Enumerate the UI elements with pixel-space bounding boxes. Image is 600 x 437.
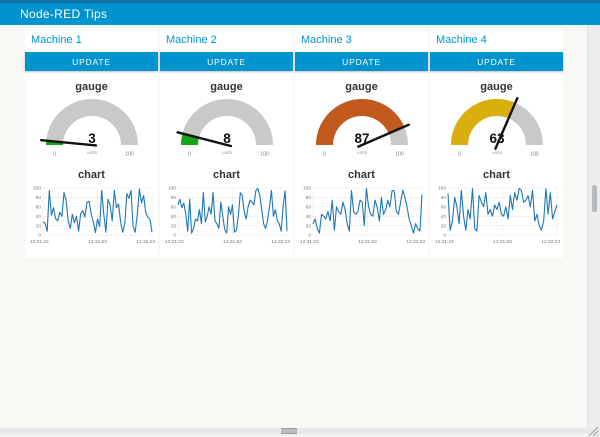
horizontal-scrollbar-track[interactable] [0, 428, 600, 434]
machine-panel: Machine 2 UPDATE gauge 8 units 0 100 chart … [160, 28, 293, 258]
header-bar: Node-RED Tips [0, 0, 600, 25]
gauge-min-label: 0 [458, 152, 461, 158]
bottom-strip [0, 434, 600, 437]
chart-x-tick-label: 12:31:53 [493, 239, 512, 245]
gauge-fill-arc [450, 99, 543, 146]
gauge-max-label: 100 [395, 152, 404, 158]
gauge-widget: 3 units 0 100 [39, 99, 138, 158]
gauge-min-label: 0 [323, 152, 326, 158]
update-button[interactable]: UPDATE [295, 52, 428, 71]
gauge-units-label: units [86, 150, 97, 156]
machine-group-title: Machine 4 [436, 34, 487, 46]
gauge-title: gauge [210, 81, 243, 93]
chart-y-tick-label: 100 [32, 186, 40, 192]
chart-line [176, 187, 288, 234]
chart-y-tick-label: 80 [440, 195, 446, 201]
gauge-widget: 87 units 0 100 [315, 99, 410, 158]
vertical-scrollbar-track[interactable] [587, 25, 600, 428]
chart-y-tick-label: 20 [170, 223, 176, 229]
horizontal-scrollbar-thumb[interactable] [281, 428, 297, 434]
machine-panel: Machine 4 UPDATE gauge 63 units 0 100 chart… [430, 28, 563, 258]
chart-y-tick-label: 40 [35, 214, 41, 220]
chart-x-tick-label: 12:31:23 [435, 239, 454, 245]
chart-x-tick-label: 12:32:23 [271, 239, 290, 245]
chart-x-tick-label: 12:32:23 [406, 239, 425, 245]
page-title: Node-RED Tips [20, 7, 108, 21]
gauge-units-label: units [356, 150, 367, 156]
gauge-max-label: 100 [260, 152, 269, 158]
chart-x-tick-label: 12:31:23 [300, 239, 319, 245]
chart-x-tick-label: 12:31:53 [88, 239, 107, 245]
chart-y-tick-label: 0 [38, 233, 41, 239]
gauge-widget: 63 units 0 100 [450, 97, 543, 158]
chart-y-tick-label: 0 [308, 233, 311, 239]
gauge-value: 8 [223, 131, 231, 146]
chart-title: chart [213, 169, 240, 181]
chart-y-tick-label: 100 [437, 186, 445, 192]
chart-y-tick-label: 80 [170, 195, 176, 201]
gauge-value: 87 [354, 131, 369, 146]
gauge-track-arc [45, 99, 138, 146]
chart-y-tick-label: 60 [305, 205, 311, 211]
chart-y-tick-label: 40 [305, 214, 311, 220]
gauge-units-label: units [491, 150, 502, 156]
gauge-needle [175, 131, 232, 148]
chart-title: chart [483, 169, 510, 181]
chart-y-tick-label: 20 [440, 223, 446, 229]
chart-y-tick-label: 20 [35, 223, 41, 229]
chart-widget: 0 20 40 60 80 100 12:31:23 12:31:53 12:32:23 [165, 186, 290, 245]
chart-x-tick-label: 12:32:23 [136, 239, 155, 245]
chart-y-tick-label: 60 [170, 205, 176, 211]
chart-x-tick-label: 12:32:23 [541, 239, 560, 245]
gauge-title: gauge [75, 81, 108, 93]
chart-y-tick-label: 100 [167, 186, 175, 192]
gauge-track-arc [180, 99, 273, 146]
machine-panel: Machine 1 UPDATE gauge 3 units 0 100 chart … [25, 28, 158, 258]
chart-x-tick-label: 12:31:53 [223, 239, 242, 245]
gauge-units-label: units [221, 150, 232, 156]
resize-grip-icon[interactable] [588, 426, 599, 436]
gauge-min-label: 0 [53, 152, 56, 158]
gauge-title: gauge [480, 81, 513, 93]
machine-panel: Machine 3 UPDATE gauge 87 units 0 100 chart… [295, 28, 428, 258]
chart-title: chart [78, 169, 105, 181]
chart-y-tick-label: 100 [302, 186, 310, 192]
chart-line [446, 187, 558, 232]
chart-line [42, 188, 153, 234]
machine-group-title: Machine 3 [301, 34, 352, 46]
gauge-needle [39, 139, 97, 147]
update-button[interactable]: UPDATE [430, 52, 563, 71]
update-button[interactable]: UPDATE [25, 52, 158, 71]
gauge-needle [356, 123, 410, 148]
chart-y-tick-label: 20 [305, 223, 311, 229]
machine-group-title: Machine 2 [166, 34, 217, 46]
chart-y-tick-label: 0 [173, 233, 176, 239]
chart-y-tick-label: 60 [35, 205, 41, 211]
chart-line [311, 187, 423, 234]
update-button[interactable]: UPDATE [160, 52, 293, 71]
chart-y-tick-label: 60 [440, 205, 446, 211]
gauge-value: 63 [489, 131, 505, 146]
chart-y-tick-label: 0 [443, 233, 446, 239]
gauge-max-label: 100 [125, 152, 134, 158]
gauge-widget: 8 units 0 100 [175, 99, 273, 158]
chart-widget: 0 20 40 60 80 100 12:31:23 12:31:53 12:32:23 [435, 186, 560, 245]
chart-y-tick-label: 80 [305, 195, 311, 201]
gauge-max-label: 100 [530, 152, 539, 158]
chart-y-tick-label: 80 [35, 195, 41, 201]
chart-x-tick-label: 12:31:23 [165, 239, 184, 245]
vertical-scrollbar-thumb[interactable] [592, 185, 597, 212]
machine-group-title: Machine 1 [31, 34, 82, 46]
chart-title: chart [348, 169, 375, 181]
chart-x-tick-label: 12:31:23 [30, 239, 49, 245]
gauge-needle [493, 97, 519, 150]
chart-widget: 0 20 40 60 80 100 12:31:23 12:31:53 12:32:23 [300, 186, 425, 245]
gauge-value: 3 [88, 131, 96, 146]
gauge-min-label: 0 [188, 152, 191, 158]
chart-x-tick-label: 12:31:53 [358, 239, 377, 245]
gauge-title: gauge [345, 81, 378, 93]
chart-y-tick-label: 40 [170, 214, 176, 220]
chart-y-tick-label: 40 [440, 214, 446, 220]
chart-widget: 0 20 40 60 80 100 12:31:23 12:31:53 12:32:23 [30, 186, 155, 245]
